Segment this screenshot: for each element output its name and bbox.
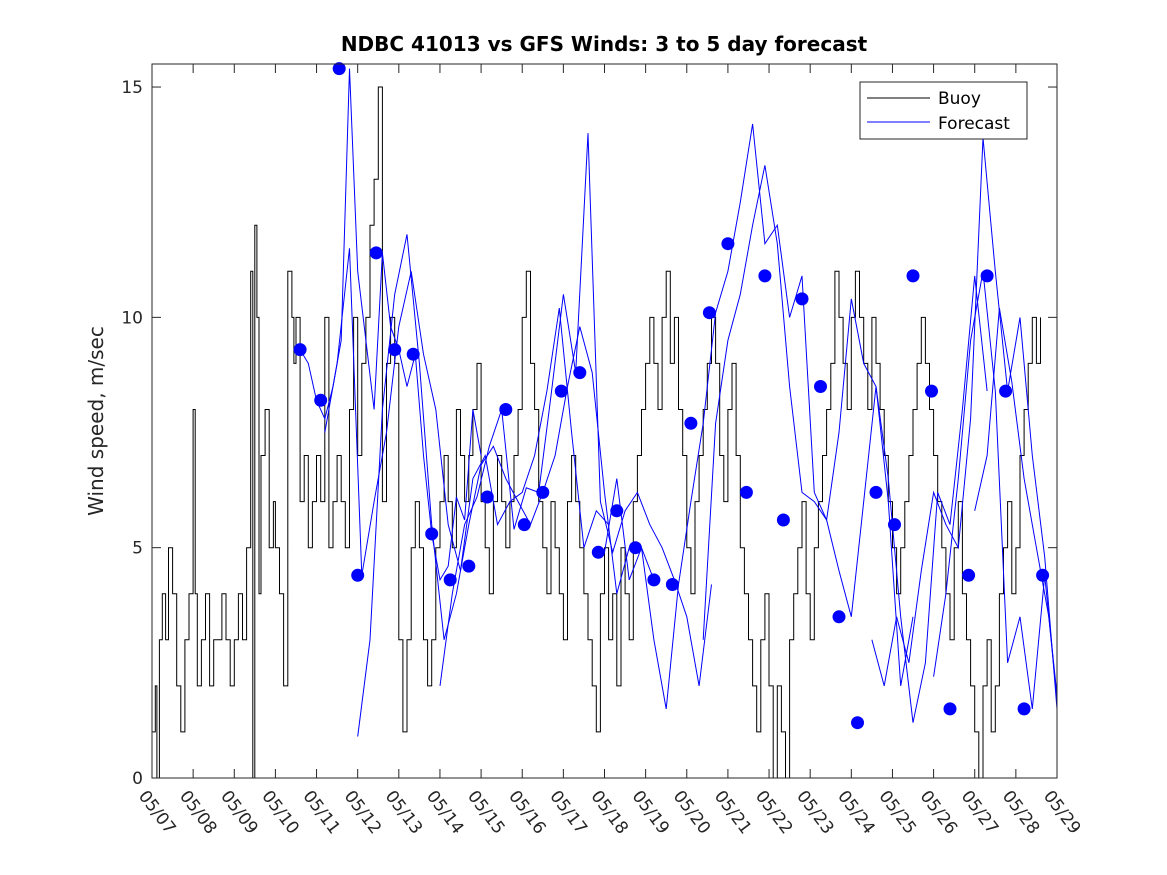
- forecast-marker: [443, 573, 457, 587]
- forecast-marker: [388, 343, 402, 357]
- y-tick-label: 10: [121, 308, 143, 328]
- legend-buoy-label: Buoy: [938, 89, 981, 109]
- forecast-marker: [999, 384, 1013, 398]
- forecast-marker: [499, 403, 513, 416]
- forecast-run-line-7: [871, 137, 1058, 709]
- forecast-marker: [1017, 702, 1031, 716]
- forecast-marker: [1036, 568, 1050, 582]
- forecast-marker: [480, 490, 494, 504]
- chart-title: NDBC 41013 vs GFS Winds: 3 to 5 day fore…: [341, 32, 868, 56]
- forecast-marker: [573, 366, 587, 380]
- forecast-marker: [814, 380, 827, 393]
- forecast-marker: [332, 62, 346, 76]
- forecast-marker: [369, 246, 383, 260]
- y-axis-label: Wind speed, m/sec: [84, 326, 108, 516]
- y-tick-label: 0: [132, 769, 143, 789]
- forecast-marker: [536, 485, 550, 499]
- buoy-series-line: [152, 86, 1041, 779]
- data-layer: [152, 62, 1058, 779]
- forecast-marker: [702, 306, 716, 320]
- forecast-marker: [425, 527, 439, 541]
- forecast-marker: [462, 559, 476, 573]
- y-tick-label: 15: [121, 78, 143, 98]
- forecast-marker: [351, 568, 365, 582]
- forecast-run-line-8: [933, 271, 1058, 709]
- legend: Buoy Forecast: [859, 81, 1028, 140]
- forecast-marker: [832, 610, 846, 624]
- forecast-marker: [906, 269, 920, 283]
- forecast-marker: [647, 573, 661, 587]
- forecast-marker: [925, 384, 938, 398]
- forecast-marker: [406, 347, 420, 361]
- forecast-marker: [628, 541, 642, 555]
- forecast-run-line-6: [702, 165, 988, 723]
- forecast-run-line-3: [357, 234, 655, 737]
- forecast-marker: [943, 702, 957, 716]
- forecast-marker: [517, 518, 531, 532]
- forecast-marker: [795, 292, 809, 306]
- y-tick-label: 5: [132, 539, 143, 559]
- forecast-marker: [721, 237, 735, 251]
- forecast-marker: [851, 716, 864, 730]
- forecast-marker: [610, 504, 624, 518]
- legend-forecast-label: Forecast: [938, 114, 1010, 134]
- forecast-marker: [314, 393, 328, 407]
- forecast-marker: [962, 568, 976, 582]
- forecast-marker: [776, 513, 790, 527]
- forecast-marker: [665, 578, 679, 591]
- forecast-marker: [591, 545, 605, 559]
- forecast-marker: [980, 269, 994, 283]
- forecast-marker: [684, 416, 698, 430]
- forecast-marker: [293, 343, 307, 357]
- forecast-marker: [888, 518, 901, 532]
- forecast-marker: [758, 269, 772, 283]
- forecast-marker: [869, 485, 883, 499]
- forecast-run-line-9: [974, 308, 1058, 696]
- legend-box: [859, 81, 1028, 140]
- forecast-run-line-5: [604, 123, 914, 709]
- forecast-run-line-1: [299, 68, 482, 582]
- forecast-marker: [739, 485, 753, 499]
- forecast-run-line-2: [324, 248, 609, 576]
- plot-area: [152, 64, 1057, 778]
- forecast-marker: [554, 384, 568, 398]
